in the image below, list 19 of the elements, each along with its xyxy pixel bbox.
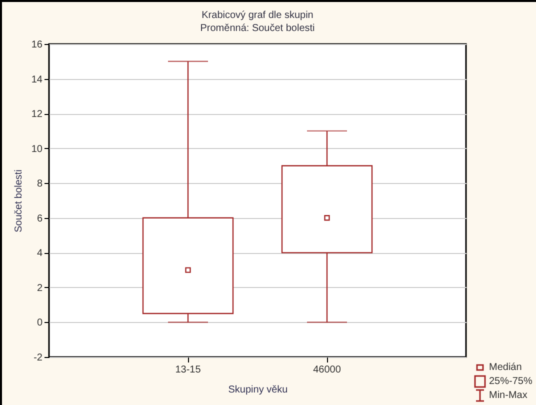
text: Min-Max (489, 390, 528, 400)
y-tick-label: 8 (36, 178, 43, 190)
y-tick-label: 0 (36, 318, 43, 329)
x-tick-label: 46000 (313, 364, 342, 376)
x-axis-title: Skupiny věku (228, 384, 288, 396)
y-tick-label: 2 (36, 282, 43, 294)
y-tick-label: 16 (31, 40, 43, 50)
x-tick-label: 13-15 (175, 364, 202, 376)
chart-title: Krabicový graf dle skupin (202, 10, 314, 21)
y-tick-label: 4 (36, 248, 43, 260)
y-tick-label: 14 (31, 74, 43, 86)
chart-subtitle: Proměnná: Součet bolesti (200, 23, 315, 34)
y-axis-title: Součet bolesti (13, 170, 24, 232)
y-tick-label: 10 (31, 144, 43, 155)
y-tick-label: 12 (31, 109, 43, 120)
y-tick-label: -2 (34, 352, 43, 364)
text: 25%-75% (489, 376, 532, 386)
text: Medián (489, 362, 522, 372)
y-tick-label: 6 (36, 213, 43, 224)
